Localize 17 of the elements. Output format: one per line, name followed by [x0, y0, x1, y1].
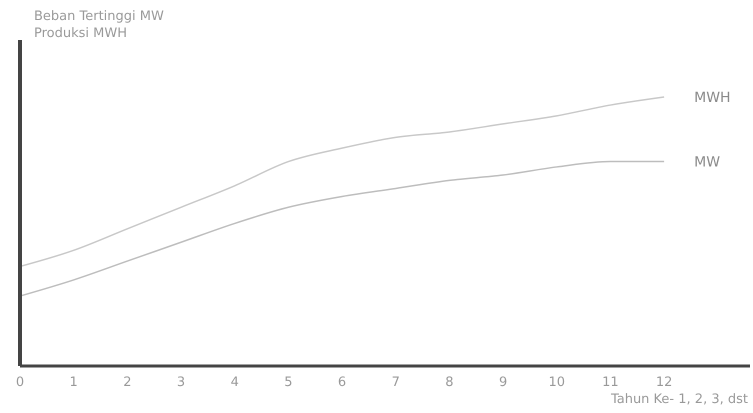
- x-tick-label: 2: [123, 375, 132, 390]
- x-tick-label: 9: [498, 375, 508, 390]
- x-tick-label: 4: [230, 375, 239, 390]
- x-tick-label: 0: [16, 375, 24, 390]
- y-axis-title: Beban Tertinggi MW Produksi MWH: [34, 9, 164, 41]
- text: MWH: [694, 90, 731, 106]
- x-tick-label: 3: [176, 375, 186, 390]
- text: MW: [694, 154, 720, 171]
- x-tick-label: 10: [548, 375, 566, 390]
- x-tick-label: 1: [70, 375, 78, 390]
- x-tick-label: 7: [392, 375, 400, 390]
- x-tick-label: 12: [656, 375, 672, 390]
- x-tick-label: 5: [284, 375, 293, 390]
- x-tick-label: 11: [602, 375, 619, 390]
- x-axis-title: Tahun Ke- 1, 2, 3, dst: [610, 392, 748, 407]
- x-tick-label: 8: [445, 375, 454, 390]
- x-tick-label: 6: [338, 375, 346, 390]
